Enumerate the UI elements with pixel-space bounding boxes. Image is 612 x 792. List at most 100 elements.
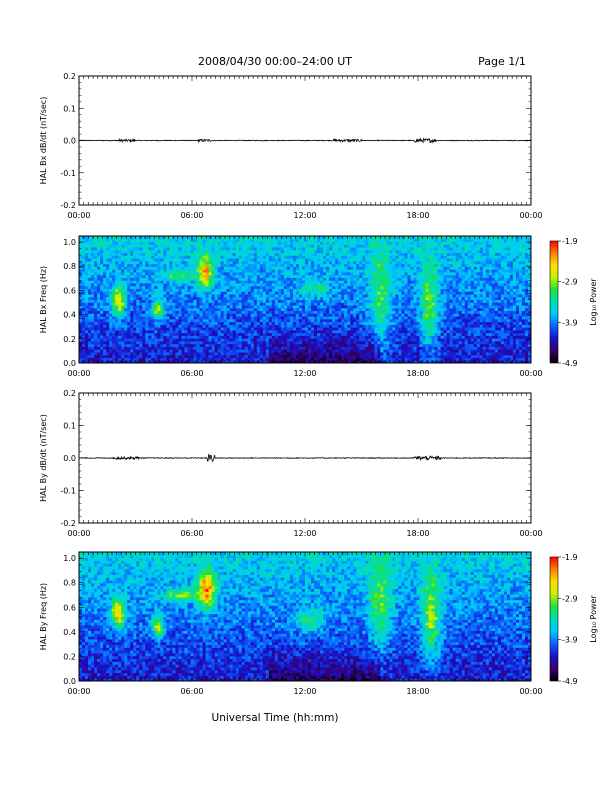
spectrogram-cell [130,329,134,334]
spectrogram-cell [178,274,182,278]
spectrogram-cell [470,335,475,339]
spectrogram-cell [172,349,176,353]
spectrogram-cell [485,277,490,281]
spectrogram-cell [317,338,321,342]
spectrogram-cell [217,280,222,284]
spectrogram-cell [452,293,457,298]
spectrogram-cell [314,282,318,287]
spectrogram-cell [142,354,146,358]
spectrogram-cell [506,282,511,287]
spectrogram-cell [488,340,493,345]
spectrogram-cell [79,349,83,353]
spectrogram-cell [103,329,107,334]
spectrogram-cell [256,318,261,323]
spectrogram-cell [106,274,110,278]
spectrogram-cell [145,293,149,298]
spectrogram-cell [359,277,363,281]
spectrogram-cell [94,280,98,284]
spectrogram-cell [133,349,137,353]
spectrogram-cell [377,277,381,281]
spectrogram-cell [124,293,128,298]
spectrogram-cell [479,338,484,342]
spectrogram-cell [446,349,451,353]
spectrogram-cell [181,280,185,284]
spectrogram-cell [139,335,143,339]
spectrogram-cell [317,354,321,358]
spectrogram-cell [446,332,451,336]
spectrogram-cell [479,291,484,295]
spectrogram-cell [428,299,433,303]
spectrogram-cell [196,335,201,339]
spectrogram-cell [238,307,243,312]
spectrogram-cell [229,335,234,339]
spectrogram-cell [235,282,240,287]
spectrogram-cell [148,296,152,300]
spectrogram-cell [280,305,285,309]
spectrogram-cell [241,324,246,328]
spectrogram-cell [250,285,255,289]
spectrogram-cell [220,310,225,314]
spectrogram-cell [317,291,321,295]
spectrogram-cell [527,288,532,292]
spectrogram-cell [398,285,402,289]
spectrogram-cell [202,282,207,287]
spectrogram-cell [175,282,179,287]
spectrogram-cell [521,332,526,336]
spectrogram-cell [389,280,393,284]
spectrogram-cell [268,307,273,312]
spectrogram-cell [356,327,360,331]
spectrogram-cell [268,302,273,306]
spectrogram-cell [317,277,321,281]
spectrogram-cell [392,291,396,295]
spectrogram-cell [374,277,378,281]
spectrogram-cell [488,299,493,303]
spectrogram-cell [464,351,469,356]
spectrogram-cell [410,349,414,353]
spectrogram-cell [133,282,137,287]
spectrogram-cell [434,307,439,312]
spectrogram-cell [422,307,427,312]
spectrogram-cell [100,338,104,342]
spectrogram-cell [323,291,327,295]
spectrogram-cell [289,313,294,317]
spectrogram-cell [286,357,291,361]
spectrogram-cell [259,351,264,356]
spectrogram-cell [308,318,312,323]
spectrogram-cell [323,285,327,289]
spectrogram-cell [94,274,98,278]
spectrogram-cell [235,321,240,325]
spectrogram-cell [371,316,375,320]
spectrogram-cell [332,349,336,353]
spectrogram-cell [130,305,134,309]
spectrogram-cell [452,351,457,356]
spectrogram-cell [145,338,149,342]
spectrogram-cell [524,324,529,328]
spectrogram-cell [241,302,246,306]
spectrogram-cell [259,302,264,306]
spectrogram-cell [190,293,194,298]
spectrogram-cell [401,332,405,336]
spectrogram-cell [229,346,234,350]
spectrogram-cell [308,349,312,353]
spectrogram-cell [88,277,92,281]
spectrogram-cell [314,299,318,303]
spectrogram-cell [250,302,255,306]
spectrogram-cell [347,307,351,312]
spectrogram-cell [88,316,92,320]
spectrogram-cell [232,340,237,345]
spectrogram-cell [323,299,327,303]
spectrogram-cell [365,335,369,339]
spectrogram-cell [199,329,204,334]
spectrogram-cell [115,338,119,342]
spectrogram-cell [410,338,414,342]
spectrogram-cell [326,354,330,358]
spectrogram-cell [473,310,478,314]
spectrogram-cell [184,274,188,278]
spectrogram-cell [473,346,478,350]
spectrogram-cell [311,313,315,317]
spectrogram-cell [449,349,454,353]
spectrogram-cell [130,307,134,312]
spectrogram-cell [521,310,526,314]
spectrogram-cell [235,357,240,361]
spectrogram-cell [88,288,92,292]
